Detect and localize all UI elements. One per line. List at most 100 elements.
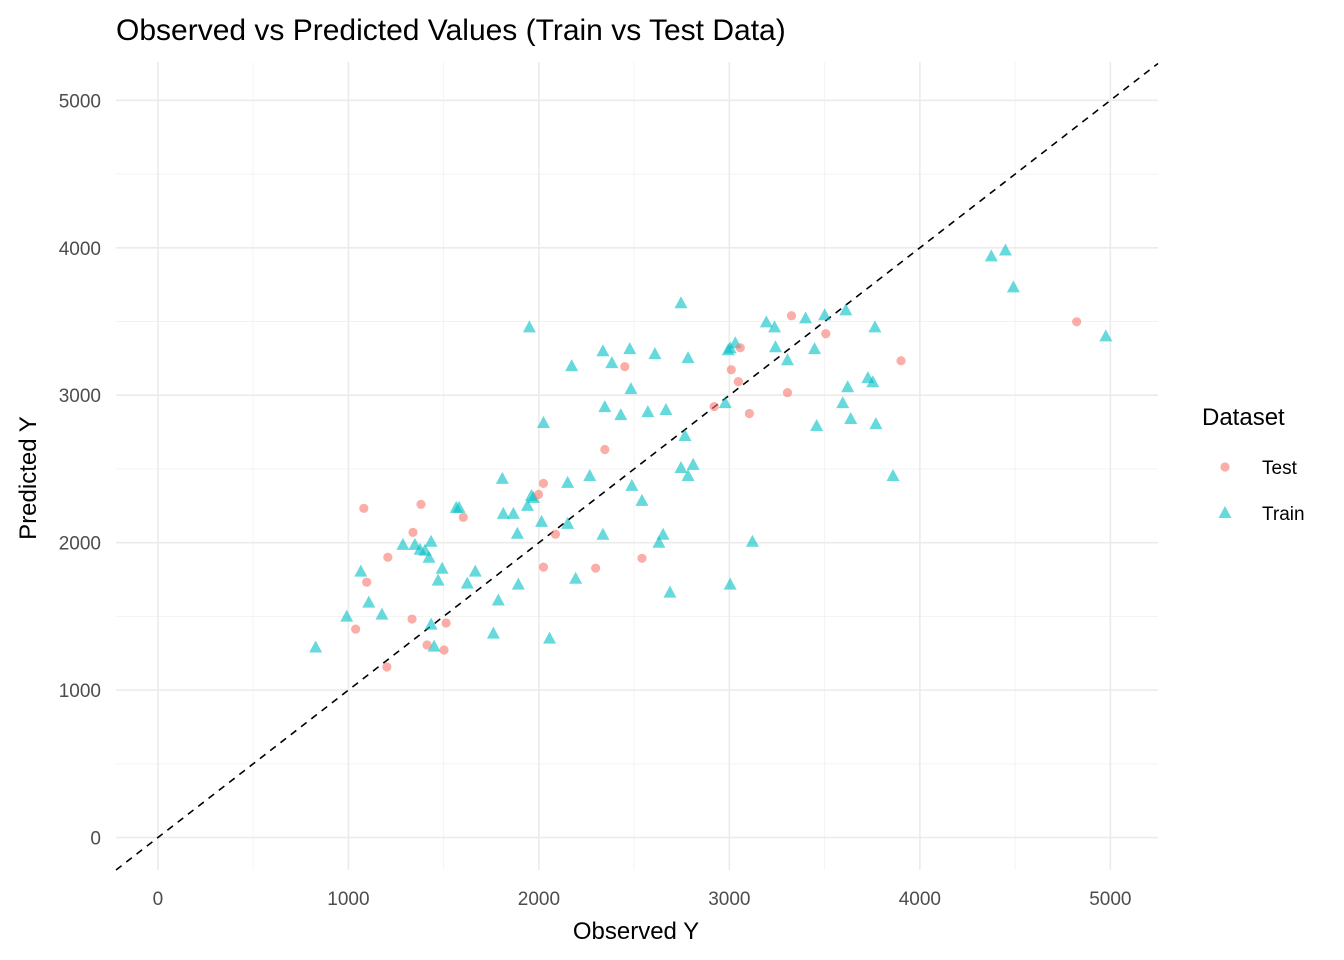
- train-point: [768, 320, 782, 333]
- train-point: [491, 593, 505, 606]
- train-point: [510, 526, 524, 539]
- legend-title: Dataset: [1202, 404, 1285, 431]
- x-tick-label: 0: [153, 889, 164, 910]
- train-point: [468, 564, 482, 577]
- test-point: [382, 662, 392, 672]
- test-point: [416, 499, 426, 509]
- test-point: [782, 387, 793, 398]
- test-point: [351, 624, 361, 634]
- train-point: [495, 471, 509, 484]
- train-point: [583, 468, 597, 481]
- legend-item-train: Train: [1218, 504, 1305, 525]
- train-point: [799, 311, 813, 324]
- train-point: [984, 249, 998, 262]
- train-point: [375, 607, 389, 620]
- identity-reference-line: [115, 62, 1159, 871]
- train-point: [424, 534, 438, 547]
- train-point: [869, 417, 883, 430]
- test-point: [735, 343, 745, 353]
- train-point: [624, 382, 638, 395]
- train-point: [452, 500, 466, 513]
- legend-label-train: Train: [1262, 504, 1305, 525]
- train-point: [678, 429, 692, 442]
- x-tick-label: 2000: [518, 889, 560, 910]
- x-axis-title: Observed Y: [573, 918, 699, 945]
- legend-item-test: Test: [1220, 458, 1298, 479]
- train-point: [520, 498, 534, 511]
- train-point: [768, 340, 782, 353]
- train-point: [561, 475, 575, 488]
- test-point: [533, 489, 544, 500]
- train-point: [427, 639, 441, 652]
- major-gridlines: [116, 62, 1158, 870]
- train-point: [681, 468, 695, 481]
- train-point: [496, 506, 510, 519]
- train-point: [866, 375, 880, 388]
- train-point: [723, 577, 737, 590]
- train-point: [598, 400, 612, 413]
- minor-gridlines: [116, 62, 1158, 870]
- test-point: [550, 529, 561, 539]
- train-point: [431, 573, 445, 586]
- train-point: [569, 571, 583, 584]
- train-point: [543, 631, 557, 644]
- train-point: [596, 527, 610, 540]
- train-point: [844, 412, 858, 425]
- legend-test-circle-icon: [1220, 462, 1230, 472]
- train-point: [435, 561, 449, 574]
- train-point: [780, 353, 794, 366]
- train-point: [818, 308, 832, 321]
- train-point: [836, 396, 850, 409]
- train-point: [652, 535, 666, 548]
- train-point: [561, 516, 575, 529]
- x-tick-label: 1000: [327, 889, 369, 910]
- test-points: [351, 311, 1082, 672]
- train-point: [340, 609, 354, 622]
- train-point: [396, 537, 410, 550]
- train-point: [839, 303, 853, 316]
- chart-title: Observed vs Predicted Values (Train vs T…: [116, 14, 786, 47]
- train-point: [759, 315, 773, 328]
- test-point: [733, 377, 743, 387]
- train-point: [511, 577, 525, 590]
- test-point: [591, 563, 601, 573]
- train-point: [686, 457, 700, 470]
- train-point: [998, 243, 1012, 256]
- train-point: [422, 550, 436, 563]
- train-point: [1006, 280, 1020, 293]
- y-tick-label: 0: [90, 829, 101, 850]
- train-point: [674, 296, 688, 309]
- test-point: [441, 618, 451, 628]
- train-point: [659, 403, 673, 416]
- train-point: [1099, 329, 1113, 342]
- x-axis-tick-labels: 0 1000 2000 3000 4000 5000: [153, 889, 1132, 910]
- x-tick-label: 4000: [899, 889, 941, 910]
- train-point: [354, 564, 368, 577]
- train-point: [460, 576, 474, 589]
- test-point: [408, 527, 418, 537]
- test-point: [600, 444, 610, 455]
- train-point: [663, 585, 677, 598]
- x-tick-label: 3000: [708, 889, 750, 910]
- train-point: [656, 527, 670, 540]
- train-point: [506, 506, 520, 519]
- train-point: [362, 595, 376, 608]
- test-point: [637, 553, 647, 563]
- y-tick-label: 3000: [59, 386, 101, 407]
- train-point: [424, 617, 438, 630]
- test-point: [726, 365, 736, 375]
- train-point: [309, 640, 323, 653]
- y-tick-label: 4000: [59, 239, 101, 260]
- y-tick-label: 5000: [59, 91, 101, 112]
- train-point: [526, 490, 540, 503]
- train-point: [596, 344, 610, 357]
- y-tick-label: 2000: [59, 534, 101, 555]
- train-point: [841, 380, 855, 393]
- test-point: [620, 362, 630, 372]
- legend: Dataset Test Train: [1202, 404, 1305, 525]
- test-point: [359, 503, 369, 513]
- train-point: [625, 478, 639, 491]
- legend-label-test: Test: [1262, 458, 1298, 479]
- train-point: [614, 408, 628, 421]
- test-point: [538, 478, 549, 488]
